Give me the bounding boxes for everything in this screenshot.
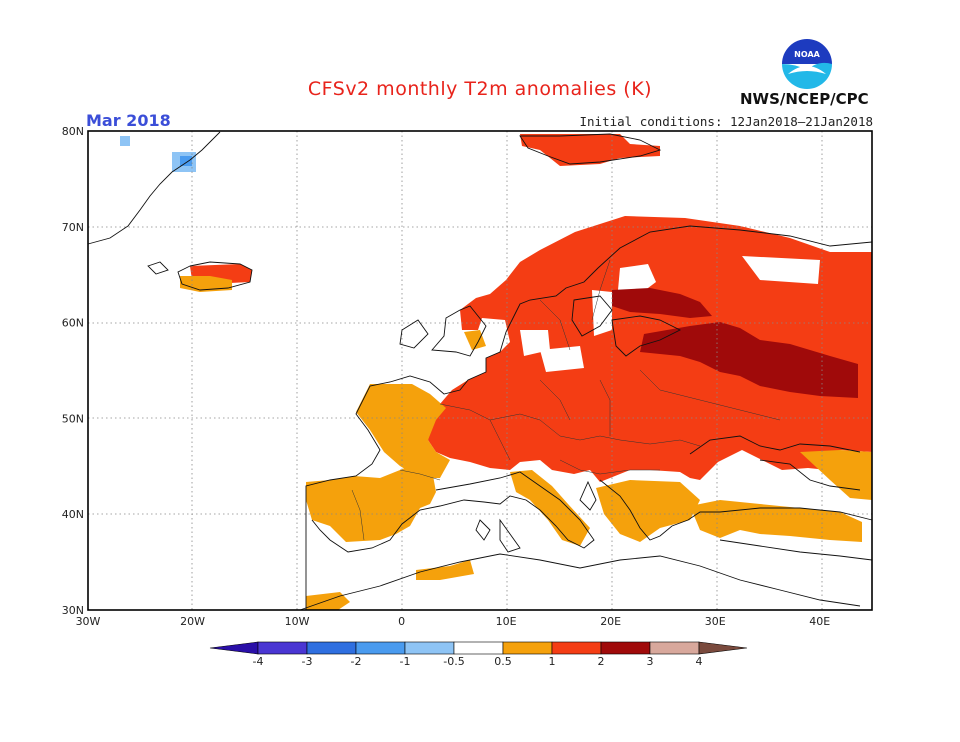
colorbar-tick-label: 2 xyxy=(598,655,605,668)
colorbar-lower-extension xyxy=(209,641,259,655)
colorbar-tick-label: 1 xyxy=(549,655,556,668)
colorbar-tick-label: -1 xyxy=(400,655,411,668)
latitude-tick-labels: 30N 40N 50N 60N 70N 80N xyxy=(62,125,84,617)
colorbar-segment xyxy=(649,641,700,655)
lon-tick-label: 40E xyxy=(809,615,830,628)
anomaly-white-gap-3 xyxy=(520,330,550,356)
colorbar-segment xyxy=(600,641,651,655)
lat-tick-label: 50N xyxy=(62,412,84,425)
colorbar-tick-label: -3 xyxy=(302,655,313,668)
anomaly-red-svalbard xyxy=(520,134,660,166)
colorbar-segment xyxy=(355,641,406,655)
anomaly-orange-africa xyxy=(416,560,474,580)
anomaly-darkred-north xyxy=(612,288,712,318)
lon-tick-label: 30E xyxy=(705,615,726,628)
noaa-logo-text: NOAA xyxy=(794,50,820,59)
forecast-month-label: Mar 2018 xyxy=(86,111,171,130)
anomaly-white-gap-1 xyxy=(618,264,656,294)
graticule xyxy=(88,131,872,610)
map-frame xyxy=(87,130,873,611)
lon-tick-label: 20W xyxy=(180,615,205,628)
colorbar-upper-extension xyxy=(698,641,748,655)
anomaly-orange-turkey xyxy=(690,500,862,542)
anomaly-orange-uk xyxy=(464,330,486,350)
colorbar-tick-label: -4 xyxy=(253,655,264,668)
colorbar-segment xyxy=(453,641,504,655)
lon-tick-label: 10W xyxy=(285,615,310,628)
anomaly-white-gap-4 xyxy=(540,346,584,372)
colorbar-segment xyxy=(502,641,553,655)
colorbar: -4 -3 -2 -1 -0.5 0.5 1 2 3 4 xyxy=(209,641,748,668)
anomaly-blue-greenland xyxy=(180,156,192,166)
colorbar-segment xyxy=(404,641,455,655)
lat-tick-label: 70N xyxy=(62,221,84,234)
anomaly-darkred-russia xyxy=(640,322,858,398)
anomaly-orange-italy xyxy=(510,470,590,546)
lat-tick-label: 60N xyxy=(62,317,84,330)
colorbar-tick-label: 3 xyxy=(647,655,654,668)
colorbar-tick-label: 0.5 xyxy=(494,655,512,668)
anomaly-lightblue-nw xyxy=(120,136,130,146)
anomaly-fields xyxy=(120,134,872,610)
agency-label: NWS/NCEP/CPC xyxy=(740,90,869,108)
lon-tick-label: 20E xyxy=(600,615,621,628)
colorbar-tick-label: -0.5 xyxy=(443,655,464,668)
anomaly-white-gap-5 xyxy=(742,256,820,284)
anomaly-orange-france xyxy=(356,384,450,478)
coastlines xyxy=(87,131,873,611)
anomaly-orange-iberia xyxy=(306,462,436,542)
initial-conditions-label: Initial conditions: 12Jan2018–21Jan2018 xyxy=(579,114,874,129)
lon-tick-label: 10E xyxy=(496,615,517,628)
noaa-logo: NOAA xyxy=(781,38,833,90)
lon-tick-label: 30W xyxy=(76,615,101,628)
colorbar-segment xyxy=(257,641,308,655)
anomaly-orange-east xyxy=(800,450,872,500)
colorbar-segment xyxy=(551,641,602,655)
chart-title: CFSv2 monthly T2m anomalies (K) xyxy=(307,78,653,100)
colorbar-tick-label: 4 xyxy=(696,655,703,668)
colorbar-segment xyxy=(306,641,357,655)
borders xyxy=(351,259,781,541)
anomaly-orange-balkans xyxy=(596,480,700,542)
longitude-tick-labels: 30W 20W 10W 0 10E 20E 30E 40E xyxy=(76,615,831,628)
lat-tick-label: 40N xyxy=(62,508,84,521)
colorbar-tick-label: -2 xyxy=(351,655,362,668)
lon-tick-label: 0 xyxy=(398,615,405,628)
lat-tick-label: 30N xyxy=(62,604,84,617)
lat-tick-label: 80N xyxy=(62,125,84,138)
